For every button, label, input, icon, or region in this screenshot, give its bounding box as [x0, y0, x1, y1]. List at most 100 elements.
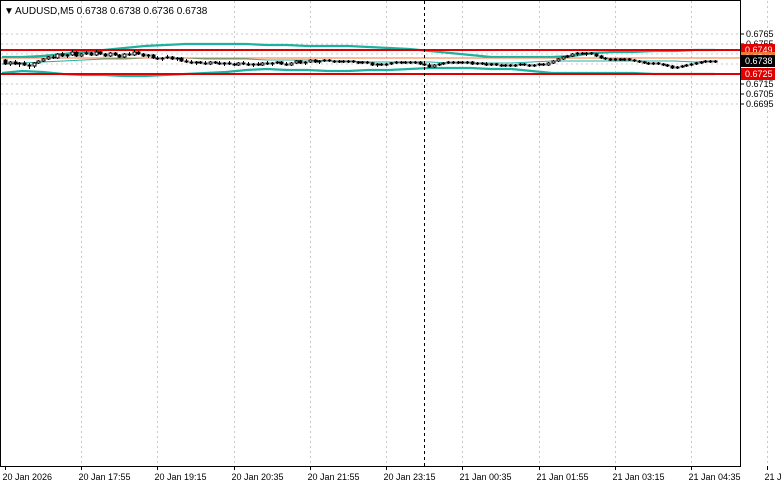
upper-bollinger-band [2, 42, 715, 59]
candle [632, 59, 637, 62]
candle [522, 63, 527, 66]
candle [256, 62, 261, 66]
candle [322, 59, 327, 62]
candle [337, 60, 342, 63]
candle-body-bear [522, 63, 527, 66]
candle-body-bear [265, 62, 270, 65]
candle [203, 61, 208, 65]
candle [179, 57, 184, 62]
candle-body-bear [27, 64, 32, 67]
time-tick-label: 21 Jan 00:35 [460, 472, 512, 482]
candle [55, 53, 60, 59]
candle [265, 61, 270, 65]
candle [413, 61, 418, 64]
candle [527, 64, 532, 67]
candle-body-bull [413, 61, 418, 64]
candle-body-bear [427, 64, 432, 68]
price-level-tag[interactable] [741, 68, 775, 80]
candle-body-bear [608, 58, 613, 61]
candle [313, 59, 318, 63]
candle [165, 55, 170, 59]
candle-body-bear [284, 63, 289, 66]
candle [446, 61, 451, 64]
candle-body-bear [51, 56, 56, 59]
candle [117, 54, 122, 58]
candle [575, 52, 580, 56]
candle [13, 60, 18, 65]
candle [537, 63, 542, 66]
candle-body-bull [175, 57, 180, 60]
candle [584, 52, 589, 56]
price-axis[interactable]: 0.67650.67550.67450.67350.67250.67150.67… [740, 29, 775, 109]
candle-body-bear [3, 59, 8, 65]
candle [503, 64, 508, 67]
candle [418, 61, 423, 65]
candle-body-bull [55, 53, 60, 59]
candle [236, 62, 241, 66]
candle [565, 55, 570, 58]
candle-body-bear [327, 59, 332, 62]
candle [651, 62, 656, 65]
candle-body-bull [384, 63, 389, 66]
candle [346, 60, 351, 63]
candle-body-bear [484, 63, 489, 66]
candle-body-bull [489, 63, 494, 66]
candle-body-bear [213, 61, 218, 64]
time-tick-label: 20 Jan 20:35 [232, 472, 284, 482]
candle-body-bull [518, 63, 523, 66]
time-axis[interactable]: 20 Jan 2026 20 Jan 17:55 20 Jan 19:15 20 Ja… [3, 466, 781, 482]
candle [141, 53, 146, 57]
candle [484, 62, 489, 66]
time-tick-label: 20 Jan 23:15 [384, 472, 436, 482]
candle-body-bear [508, 64, 513, 67]
candle [694, 62, 699, 65]
candle [103, 53, 108, 57]
price-level-tag-label: 0.6749 [745, 45, 773, 55]
candle [713, 60, 718, 63]
chart-menu-arrow-icon[interactable]: ▼ [4, 6, 14, 17]
candle-body-bull [537, 63, 542, 66]
chart-header: ▼ AUDUSD,M5 0.6738 0.6738 0.6736 0.6738 [4, 6, 208, 17]
candle-body-bull [194, 61, 199, 64]
candle [341, 60, 346, 63]
candle [451, 61, 456, 64]
candle-body-bull [108, 52, 113, 57]
candle-body-bear [22, 62, 27, 66]
candle [370, 62, 375, 66]
candle [389, 62, 394, 65]
candle [589, 52, 594, 55]
candle [379, 63, 384, 66]
candle-body-bull [694, 62, 699, 65]
candle-body-bear [594, 53, 599, 57]
candle [175, 57, 180, 61]
candle-body-bear [332, 60, 337, 63]
candle-body-bear [113, 52, 118, 56]
candle [375, 63, 380, 67]
candle [622, 58, 627, 61]
candle [17, 62, 22, 67]
candle [122, 53, 127, 58]
candle-body-bear [589, 52, 594, 55]
candle-body-bear [256, 63, 261, 66]
current-price-tag[interactable] [741, 55, 775, 67]
candle [332, 60, 337, 63]
candle-body-bear [179, 57, 184, 62]
candle-body-bear [399, 61, 404, 64]
candle-body-bull [389, 62, 394, 65]
candle [441, 62, 446, 65]
candle [184, 59, 189, 63]
candle [232, 63, 237, 66]
candle [456, 61, 461, 64]
candle [98, 51, 103, 55]
plot-area-border [0, 0, 741, 467]
candle [394, 61, 399, 64]
candle-body-bear [370, 62, 375, 66]
candle-body-bull [32, 62, 37, 67]
candle [613, 58, 618, 61]
current-price-tag-label: 0.6738 [745, 56, 773, 66]
candle-body-bull [556, 58, 561, 62]
candle-body-bear [356, 61, 361, 64]
candle [41, 58, 46, 62]
